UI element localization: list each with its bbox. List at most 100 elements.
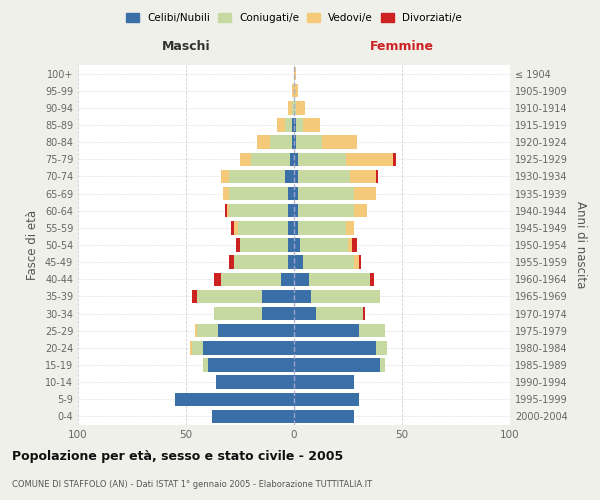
Bar (292, 118, 294, 132)
Bar (298, 204, 355, 218)
Bar (346, 221, 355, 234)
Bar (294, 392, 359, 406)
Bar (302, 256, 355, 269)
Bar (352, 238, 356, 252)
Bar (212, 410, 294, 423)
Bar (370, 272, 374, 286)
Bar (296, 136, 322, 149)
Bar (193, 290, 197, 303)
Text: Femmine: Femmine (370, 40, 434, 53)
Bar (296, 118, 302, 132)
Bar (175, 392, 294, 406)
Bar (208, 358, 294, 372)
Bar (240, 152, 251, 166)
Bar (294, 170, 298, 183)
Bar (311, 290, 380, 303)
Bar (257, 136, 270, 149)
Bar (294, 187, 298, 200)
Bar (294, 118, 296, 132)
Bar (238, 221, 287, 234)
Bar (301, 238, 348, 252)
Bar (225, 204, 227, 218)
Bar (240, 238, 287, 252)
Bar (350, 170, 376, 183)
Bar (298, 152, 346, 166)
Bar (294, 152, 298, 166)
Bar (281, 272, 294, 286)
Legend: Celibi/Nubili, Coniugati/e, Vedovi/e, Divorziati/e: Celibi/Nubili, Coniugati/e, Vedovi/e, Di… (126, 12, 462, 23)
Bar (233, 221, 238, 234)
Bar (294, 272, 309, 286)
Bar (286, 170, 294, 183)
Bar (359, 324, 385, 338)
Bar (346, 152, 394, 166)
Bar (287, 187, 294, 200)
Bar (294, 204, 298, 218)
Bar (236, 238, 240, 252)
Bar (287, 204, 294, 218)
Bar (227, 204, 229, 218)
Bar (294, 341, 376, 354)
Text: Popolazione per età, sesso e stato civile - 2005: Popolazione per età, sesso e stato civil… (12, 450, 343, 463)
Bar (287, 221, 294, 234)
Bar (294, 290, 311, 303)
Bar (294, 67, 296, 80)
Bar (376, 341, 387, 354)
Bar (232, 221, 233, 234)
Bar (229, 170, 286, 183)
Bar (251, 152, 290, 166)
Bar (203, 358, 208, 372)
Bar (359, 256, 361, 269)
Bar (223, 187, 229, 200)
Bar (262, 290, 294, 303)
Bar (229, 256, 233, 269)
Bar (216, 376, 294, 389)
Bar (229, 204, 287, 218)
Bar (294, 410, 355, 423)
Bar (348, 238, 352, 252)
Bar (287, 101, 292, 114)
Bar (262, 307, 294, 320)
Bar (294, 358, 380, 372)
Bar (298, 170, 350, 183)
Bar (294, 376, 355, 389)
Bar (190, 341, 193, 354)
Bar (296, 101, 305, 114)
Bar (355, 187, 376, 200)
Bar (294, 256, 302, 269)
Bar (380, 358, 385, 372)
Bar (302, 118, 320, 132)
Bar (194, 324, 197, 338)
Bar (355, 204, 367, 218)
Text: Maschi: Maschi (161, 40, 211, 53)
Bar (277, 118, 286, 132)
Y-axis label: Fasce di età: Fasce di età (26, 210, 39, 280)
Bar (221, 170, 229, 183)
Bar (292, 136, 294, 149)
Bar (197, 324, 218, 338)
Bar (287, 256, 294, 269)
Bar (322, 136, 356, 149)
Bar (298, 187, 355, 200)
Bar (294, 307, 316, 320)
Bar (203, 341, 294, 354)
Bar (290, 152, 294, 166)
Bar (233, 256, 287, 269)
Bar (294, 221, 298, 234)
Bar (309, 272, 370, 286)
Bar (221, 272, 281, 286)
Bar (197, 290, 262, 303)
Bar (294, 238, 301, 252)
Bar (193, 341, 203, 354)
Bar (294, 136, 296, 149)
Text: COMUNE DI STAFFOLO (AN) - Dati ISTAT 1° gennaio 2005 - Elaborazione TUTTITALIA.I: COMUNE DI STAFFOLO (AN) - Dati ISTAT 1° … (12, 480, 372, 489)
Bar (294, 101, 296, 114)
Bar (287, 238, 294, 252)
Bar (376, 170, 378, 183)
Bar (292, 84, 294, 98)
Bar (355, 256, 359, 269)
Bar (286, 118, 292, 132)
Bar (294, 84, 298, 98)
Bar (316, 307, 363, 320)
Bar (363, 307, 365, 320)
